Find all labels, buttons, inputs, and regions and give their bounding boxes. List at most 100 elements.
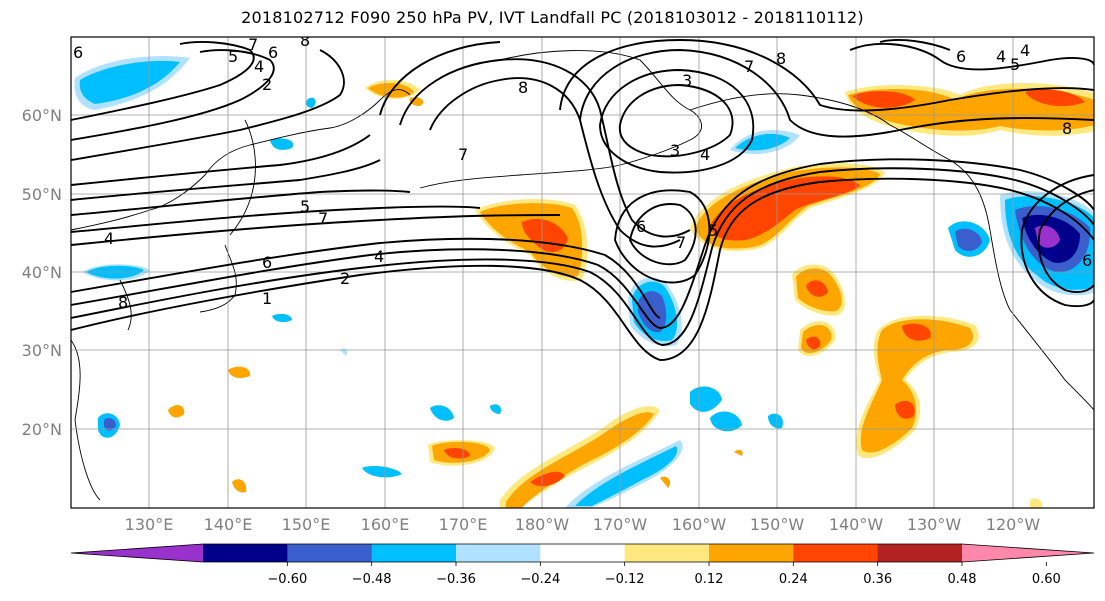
pv-contour	[71, 205, 481, 233]
contour-labels: 5 7 6 8 4 2 8 7 3 3 4 8 4 5 7 4 6 2 1 8 …	[73, 31, 1092, 312]
positive-anomaly-region	[530, 471, 565, 487]
pv-contour	[71, 177, 1094, 361]
pv-contour	[618, 84, 734, 158]
pv-contour	[849, 43, 1094, 71]
contour-label: 5	[1010, 55, 1020, 74]
contour-label: 6	[73, 43, 83, 62]
colorbar-segment	[877, 544, 963, 562]
negative-anomaly-region	[690, 386, 722, 412]
map-title: 2018102712 F090 250 hPa PV, IVT Landfall…	[241, 8, 864, 27]
pv-contour	[579, 49, 1094, 138]
contour-label: 6	[956, 47, 966, 66]
pv-contours	[71, 39, 1094, 361]
negative-anomaly-region	[490, 404, 502, 414]
coastline-asia	[71, 89, 411, 231]
positive-anomaly-region	[895, 400, 915, 419]
positive-anomaly-region	[734, 449, 743, 456]
contour-label: 4	[254, 57, 264, 76]
positive-anomaly-region	[806, 280, 828, 297]
contour-label: 1	[262, 289, 272, 308]
coastline-aleutians	[419, 164, 621, 189]
pv-contour	[379, 41, 501, 116]
lon-label: 160°E	[361, 515, 410, 534]
colorbar-tick-label: −0.24	[520, 572, 560, 587]
negative-anomaly-region	[768, 413, 783, 429]
pv-contour	[71, 134, 371, 186]
colorbar-segment	[456, 544, 541, 562]
longitude-labels: 130°E 140°E 150°E 160°E 170°E 180°W 170°…	[125, 515, 1041, 534]
lon-label: 160°W	[672, 515, 727, 534]
lat-label: 30°N	[22, 341, 62, 360]
positive-anomaly-region	[852, 91, 915, 108]
lat-label: 60°N	[22, 106, 62, 125]
contour-label: 8	[300, 31, 310, 50]
negative-anomaly-region	[362, 466, 402, 478]
pv-contour	[1020, 174, 1094, 308]
contour-label: 7	[744, 57, 754, 76]
lon-label: 120°W	[986, 515, 1041, 534]
colorbar-segment	[203, 544, 288, 562]
contour-label: 7	[318, 209, 328, 228]
negative-anomaly-region	[306, 97, 316, 108]
pv-contour	[559, 39, 1094, 112]
colorbar-segment	[540, 544, 626, 562]
pv-contour	[614, 189, 711, 284]
colorbar-tick-label: 0.12	[695, 572, 724, 587]
lon-label: 170°W	[593, 515, 648, 534]
colorbar-tick-label: 0.24	[779, 572, 808, 587]
positive-anomaly-region	[860, 319, 974, 453]
negative-anomaly-region	[955, 228, 982, 251]
contour-label: 6	[262, 253, 272, 272]
colorbar-segment	[709, 544, 794, 562]
coastline-kamchatka	[229, 119, 256, 236]
colorbar-segments	[70, 543, 1095, 563]
positive-anomaly-region	[1030, 498, 1043, 508]
colorbar-tick-label: −0.48	[352, 572, 392, 587]
contour-label: 8	[1062, 119, 1072, 138]
pv-contour	[71, 41, 255, 121]
positive-anomaly-region	[232, 479, 247, 493]
colorbar-segment	[624, 544, 710, 562]
lat-label: 50°N	[22, 185, 62, 204]
colorbar-segment	[371, 544, 457, 562]
colorbar-tick-label: −0.60	[267, 572, 307, 587]
negative-anomaly-region	[710, 411, 742, 432]
colorbar-segment	[287, 544, 373, 562]
contour-label: 7	[458, 145, 468, 164]
positive-anomaly-region	[1025, 89, 1085, 107]
coastline-china	[71, 339, 101, 501]
pv-contour	[71, 158, 1094, 329]
pv-contour	[71, 159, 381, 201]
pv-contour	[71, 49, 345, 161]
contour-label: 8	[118, 293, 128, 312]
lat-label: 20°N	[22, 420, 62, 439]
colorbar-extend-min	[71, 544, 203, 562]
colorbar-tick-label: −0.36	[436, 572, 476, 587]
negative-anomaly-region	[638, 291, 667, 333]
contour-label: 3	[670, 141, 680, 160]
contour-label: 5	[708, 221, 718, 240]
map-border	[70, 36, 1095, 509]
lon-label: 170°E	[439, 515, 488, 534]
colorbar-outline	[70, 543, 1095, 563]
contour-label: 4	[374, 247, 384, 266]
lat-label: 40°N	[22, 263, 62, 282]
latitude-labels: 60°N 50°N 40°N 30°N 20°N	[22, 106, 62, 439]
shading-layer	[74, 56, 1094, 508]
colorbar-tick-label: 0.36	[863, 572, 892, 587]
lon-label: 140°E	[204, 515, 253, 534]
negative-anomaly-region	[1035, 225, 1060, 248]
positive-anomaly-region	[902, 323, 931, 341]
colorbar-tick-label: 0.60	[1032, 572, 1061, 587]
contour-label: 7	[676, 233, 686, 252]
pv-contour	[71, 49, 275, 141]
pv-contour	[71, 214, 561, 246]
pv-contour	[399, 58, 691, 238]
pv-contour	[71, 189, 411, 216]
positive-anomaly-region	[710, 176, 860, 241]
lon-label: 130°E	[125, 515, 174, 534]
gridlines	[71, 37, 1094, 508]
lon-label: 180°W	[515, 515, 570, 534]
contour-label: 6	[636, 217, 646, 236]
negative-anomaly-region	[272, 313, 292, 323]
